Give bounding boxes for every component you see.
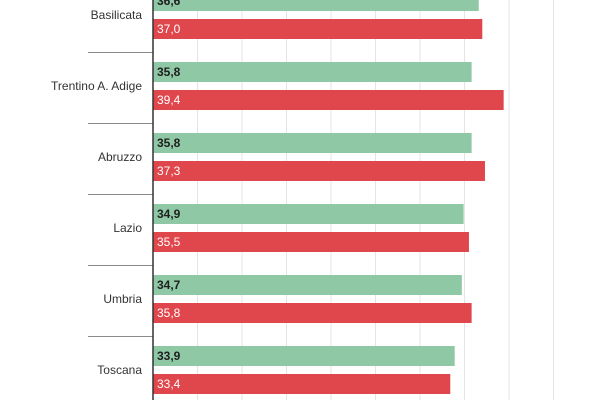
data-label: 35,8 [157,65,181,79]
category-label: Umbria [103,292,142,306]
category-label: Toscana [97,363,142,377]
data-label: 36,6 [157,0,181,8]
value-labels: 36,6 37,0 35,8 39,4 35,8 37,3 34,9 35,5 34,7 35,8… [157,0,181,391]
data-label: 39,4 [157,93,181,107]
data-label: 37,0 [157,22,181,36]
data-label: 34,7 [157,278,181,292]
data-label: 33,9 [157,349,181,363]
bar-series-a [153,204,464,224]
bar-series-b [153,232,469,252]
bar-series-a [153,133,472,153]
bar-series-b [153,303,472,323]
category-labels: Basilicata Trentino A. Adige Abruzzo Lazio U… [51,8,142,377]
category-label: Lazio [113,221,142,235]
data-label: 35,8 [157,136,181,150]
category-label: Basilicata [91,8,143,22]
bar-series-b [153,90,504,110]
category-separators [88,52,153,337]
bar-series-a [153,346,455,366]
category-label: Trentino A. Adige [51,79,142,93]
data-label: 37,3 [157,164,181,178]
data-label: 34,9 [157,207,181,221]
bar-series-a [153,0,479,11]
grid-lines [197,0,554,400]
bar-series-b [153,19,483,39]
bar-series-b [153,161,485,181]
bar-series-b [153,374,451,394]
bar-series-a [153,275,462,295]
category-label: Abruzzo [98,150,142,164]
data-label: 33,4 [157,377,181,391]
bars [153,0,504,394]
bar-series-a [153,62,472,82]
data-label: 35,8 [157,306,181,320]
data-label: 35,5 [157,235,181,249]
